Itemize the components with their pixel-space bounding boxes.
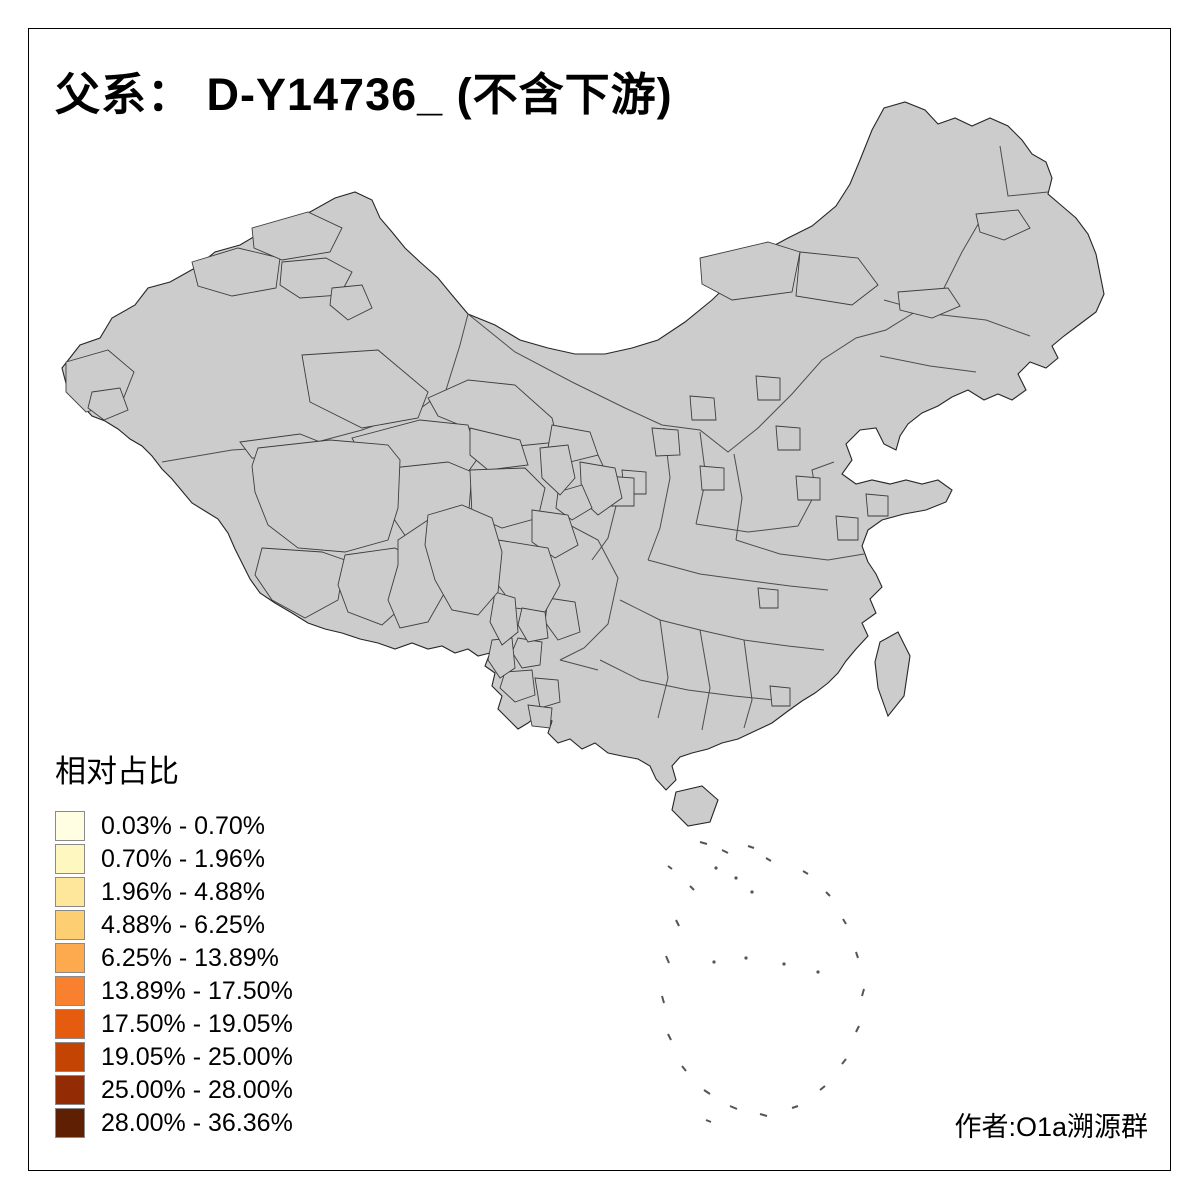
legend-item: 6.25% - 13.89% bbox=[55, 943, 293, 973]
map-region-tacheng bbox=[191, 247, 281, 297]
legend-swatch bbox=[55, 976, 85, 1006]
hainan-island bbox=[671, 785, 719, 827]
legend-item: 19.05% - 25.00% bbox=[55, 1042, 293, 1072]
legend-item: 25.00% - 28.00% bbox=[55, 1075, 293, 1105]
legend-swatch bbox=[55, 910, 85, 940]
legend-label: 6.25% - 13.89% bbox=[101, 943, 279, 972]
plot-border bbox=[28, 28, 1171, 1171]
map-region-im-west bbox=[699, 241, 801, 301]
map-region-nagqu bbox=[251, 439, 401, 553]
page-title: 父系： D-Y14736_ (不含下游) bbox=[55, 69, 673, 120]
legend-label: 0.70% - 1.96% bbox=[101, 844, 265, 873]
map-region-nc1 bbox=[651, 427, 681, 457]
map-region-hlj-patch bbox=[975, 209, 1031, 241]
legend-swatch bbox=[55, 943, 85, 973]
map-region-urumqi bbox=[329, 284, 373, 321]
map-region-altay bbox=[251, 211, 343, 261]
map-region-bortala bbox=[87, 387, 129, 421]
legend-item: 13.89% - 17.50% bbox=[55, 976, 293, 1006]
map-region-im-mid bbox=[795, 251, 879, 306]
legend-swatch bbox=[55, 811, 85, 841]
legend-label: 17.50% - 19.05% bbox=[101, 1009, 293, 1038]
legend-item: 28.00% - 36.36% bbox=[55, 1108, 293, 1138]
map-region-bayingol bbox=[301, 349, 429, 429]
legend-label: 4.88% - 6.25% bbox=[101, 910, 265, 939]
legend-swatch bbox=[55, 877, 85, 907]
legend-item: 1.96% - 4.88% bbox=[55, 877, 293, 907]
map-region-diqing bbox=[489, 591, 519, 646]
map-region-nc5 bbox=[755, 375, 781, 401]
legend-label: 1.96% - 4.88% bbox=[101, 877, 265, 906]
map-region-nc8 bbox=[835, 515, 859, 541]
legend-item: 4.88% - 6.25% bbox=[55, 910, 293, 940]
map-region-nc2 bbox=[689, 395, 717, 421]
map-region-nc7 bbox=[795, 475, 821, 501]
map-region-yunnan-c2 bbox=[527, 704, 553, 729]
map-region-haixi-east bbox=[469, 427, 529, 471]
map-region-chamdo bbox=[424, 504, 503, 616]
map-region-qinghai-lake bbox=[539, 444, 576, 496]
legend-label: 25.00% - 28.00% bbox=[101, 1075, 293, 1104]
attribution: 作者:O1a溯源群 bbox=[954, 1112, 1148, 1142]
legend-item: 0.70% - 1.96% bbox=[55, 844, 293, 874]
legend-swatch bbox=[55, 1075, 85, 1105]
south-china-sea-islands bbox=[661, 841, 865, 1123]
legend-item: 17.50% - 19.05% bbox=[55, 1009, 293, 1039]
legend-swatch bbox=[55, 1108, 85, 1138]
legend-label: 0.03% - 0.70% bbox=[101, 811, 265, 840]
map-region-im-east bbox=[897, 287, 961, 319]
map-region-dali bbox=[499, 669, 536, 703]
map-region-muli bbox=[517, 607, 549, 643]
legend-item: 0.03% - 0.70% bbox=[55, 811, 293, 841]
legend-swatch bbox=[55, 844, 85, 874]
map-region-nc4 bbox=[699, 465, 725, 491]
legend-label: 13.89% - 17.50% bbox=[101, 976, 293, 1005]
map-region-yunnan-c1 bbox=[534, 677, 561, 709]
legend-label: 28.00% - 36.36% bbox=[101, 1108, 293, 1137]
legend-label: 19.05% - 25.00% bbox=[101, 1042, 293, 1071]
map-region-hubei bbox=[757, 587, 779, 609]
legend-items: 0.03% - 0.70% 0.70% - 1.96% 1.96% - 4.88% 4… bbox=[55, 811, 293, 1138]
legend-swatch bbox=[55, 1042, 85, 1072]
map-region-shigatse bbox=[254, 547, 346, 619]
map-region-jiangxi bbox=[769, 685, 791, 707]
legend: 相对占比 0.03% - 0.70% 0.70% - 1.96% 1.96% - 4… bbox=[55, 746, 293, 1141]
taiwan-island bbox=[874, 631, 911, 718]
legend-swatch bbox=[55, 1009, 85, 1039]
map-region-nc6 bbox=[775, 425, 801, 451]
legend-title: 相对占比 bbox=[55, 754, 179, 789]
colored-regions bbox=[65, 209, 1031, 729]
map-region-nc9 bbox=[865, 493, 889, 517]
map-region-huangnan bbox=[555, 484, 593, 521]
map-region-aba bbox=[531, 509, 579, 559]
